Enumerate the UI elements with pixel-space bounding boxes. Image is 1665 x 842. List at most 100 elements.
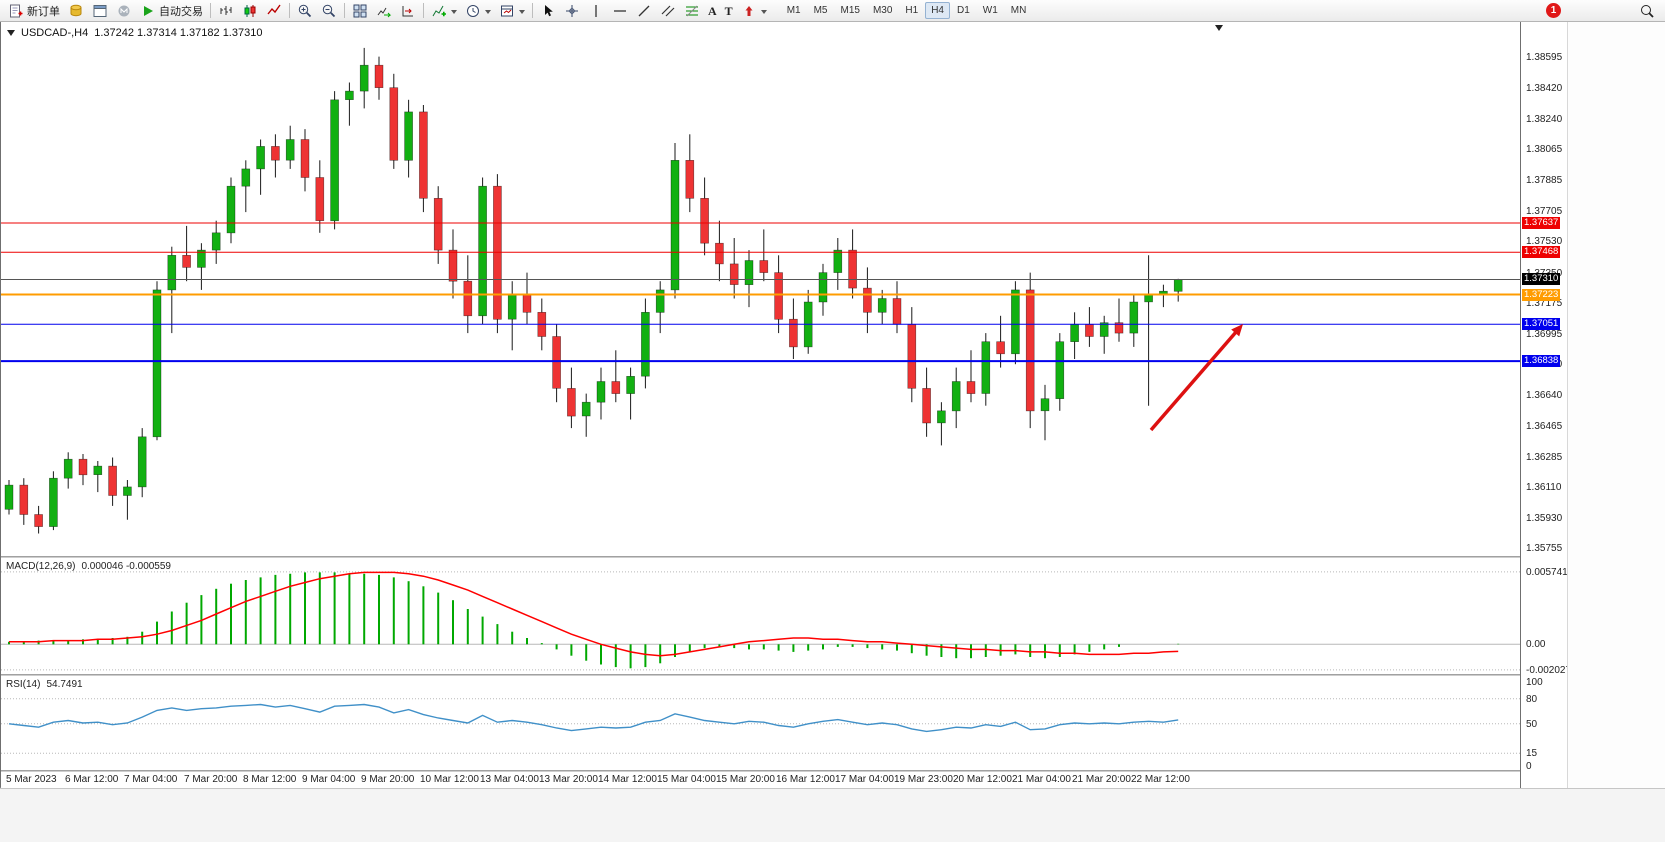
time-tick-label: 22 Mar 12:00 bbox=[1131, 774, 1190, 785]
price-tick-label: 1.36995 bbox=[1526, 329, 1563, 340]
zoom-out-button[interactable] bbox=[317, 1, 341, 20]
candle-body bbox=[848, 249, 857, 289]
price-line-badge: 1.37468 bbox=[1522, 246, 1561, 258]
candle-body bbox=[700, 198, 709, 244]
timeframe-H4-button[interactable]: H4 bbox=[925, 2, 950, 19]
time-tick-label: 7 Mar 04:00 bbox=[124, 774, 178, 785]
candle-body bbox=[123, 486, 132, 496]
zoom-in-icon bbox=[298, 4, 312, 17]
price-tick-label: 1.38595 bbox=[1526, 52, 1563, 63]
rsi-tick-label: 50 bbox=[1526, 719, 1538, 730]
toolbar-separator bbox=[423, 3, 424, 18]
time-axis[interactable]: 5 Mar 2023 6 Mar 12:00 7 Mar 04:00 7 Mar 20… bbox=[1, 772, 1520, 788]
candle-body bbox=[493, 185, 502, 320]
price-tick-label: 1.36640 bbox=[1526, 390, 1563, 401]
time-tick-label: 14 Mar 12:00 bbox=[598, 774, 657, 785]
panel-splitter[interactable] bbox=[1, 674, 1520, 676]
toolbar-separator bbox=[532, 3, 533, 18]
auto-scroll-icon bbox=[377, 7, 392, 17]
candle-body bbox=[759, 260, 769, 273]
tile-windows-button[interactable] bbox=[348, 1, 372, 20]
candle-body bbox=[833, 249, 843, 273]
timeframe-MN-button[interactable]: MN bbox=[1005, 2, 1033, 19]
chart-header: USDCAD-,H4 1.37242 1.37314 1.37182 1.373… bbox=[7, 27, 262, 39]
dropdown-caret-icon bbox=[485, 10, 491, 17]
cursor-tool-button[interactable] bbox=[536, 1, 560, 20]
candlestick-chart-button[interactable] bbox=[238, 1, 262, 20]
time-tick-label: 9 Mar 04:00 bbox=[302, 774, 356, 785]
candle-body bbox=[937, 410, 946, 424]
candle-body bbox=[907, 324, 917, 389]
candle-body bbox=[211, 232, 221, 251]
time-tick-label: 15 Mar 04:00 bbox=[657, 774, 716, 785]
chart-menu-marker-icon[interactable] bbox=[7, 30, 15, 36]
arrows-tool-button[interactable] bbox=[737, 1, 771, 20]
workspace-background bbox=[1567, 22, 1665, 788]
dropdown-caret-icon bbox=[519, 10, 525, 17]
zoom-in-button[interactable] bbox=[293, 1, 317, 20]
crosshair-tool-button[interactable] bbox=[560, 1, 584, 20]
text-tool-button[interactable]: A bbox=[704, 1, 721, 20]
candle-body bbox=[611, 381, 621, 394]
autotrading-button[interactable]: 自动交易 bbox=[136, 1, 207, 20]
vertical-line-tool-button[interactable] bbox=[584, 1, 608, 20]
candle-body bbox=[197, 249, 206, 268]
price-chart-canvas[interactable] bbox=[1, 22, 1520, 556]
timeframe-H1-button[interactable]: H1 bbox=[899, 2, 924, 19]
price-line-badge: 1.36838 bbox=[1522, 355, 1561, 367]
new-order-label: 新订单 bbox=[27, 5, 60, 18]
panel-splitter[interactable] bbox=[1, 770, 1520, 772]
price-axis[interactable]: 1.38595 1.38420 1.38240 1.38065 1.37885 1.377… bbox=[1520, 22, 1571, 788]
line-chart-button[interactable] bbox=[262, 1, 286, 20]
toolbar-separator bbox=[289, 3, 290, 18]
panel-splitter[interactable] bbox=[1, 556, 1520, 558]
new-order-icon bbox=[10, 4, 23, 17]
timeframe-M5-button[interactable]: M5 bbox=[808, 2, 834, 19]
new-order-button[interactable]: 新订单 bbox=[4, 1, 64, 20]
rsi-canvas[interactable] bbox=[1, 676, 1520, 770]
rsi-tick-label: 15 bbox=[1526, 748, 1538, 759]
timeframe-M15-button[interactable]: M15 bbox=[835, 2, 866, 19]
candle-body bbox=[271, 146, 280, 161]
chart-shift-marker-icon[interactable] bbox=[1215, 25, 1223, 31]
horizontal-line-tool-button[interactable] bbox=[608, 1, 632, 20]
price-tick-label: 1.38065 bbox=[1526, 144, 1563, 155]
time-tick-label: 8 Mar 12:00 bbox=[243, 774, 297, 785]
trendline-tool-button[interactable] bbox=[632, 1, 656, 20]
candle-body bbox=[996, 341, 1005, 355]
data-window-button[interactable] bbox=[88, 1, 112, 20]
templates-button[interactable] bbox=[495, 1, 529, 20]
label-tool-button[interactable]: T bbox=[721, 1, 737, 20]
macd-canvas[interactable] bbox=[1, 558, 1520, 674]
candle-body bbox=[1114, 322, 1124, 334]
candle-body bbox=[1085, 324, 1094, 337]
fibonacci-tool-button[interactable] bbox=[680, 1, 704, 20]
periods-button[interactable] bbox=[461, 1, 495, 20]
time-tick-label: 6 Mar 12:00 bbox=[65, 774, 119, 785]
search-button[interactable] bbox=[1635, 2, 1659, 21]
chart-shift-button[interactable] bbox=[396, 1, 420, 20]
timeframe-M1-button[interactable]: M1 bbox=[781, 2, 807, 19]
trend-arrow[interactable] bbox=[1149, 324, 1243, 432]
timeframe-D1-button[interactable]: D1 bbox=[951, 2, 976, 19]
timeframe-W1-button[interactable]: W1 bbox=[977, 2, 1004, 19]
price-tick-label: 1.37175 bbox=[1526, 298, 1563, 309]
candle-body bbox=[34, 514, 43, 527]
metaquotes-button[interactable] bbox=[112, 1, 136, 20]
time-tick-label: 20 Mar 12:00 bbox=[953, 774, 1012, 785]
candle-body bbox=[108, 465, 117, 496]
market-watch-button[interactable] bbox=[64, 1, 88, 20]
candle-body bbox=[315, 177, 325, 222]
bar-chart-button[interactable] bbox=[214, 1, 238, 20]
notification-badge[interactable]: 1 bbox=[1546, 3, 1561, 18]
timeframe-M30-button[interactable]: M30 bbox=[867, 2, 898, 19]
channel-tool-button[interactable] bbox=[656, 1, 680, 20]
candle-body bbox=[182, 255, 191, 268]
tile-windows-icon bbox=[353, 4, 367, 17]
rsi-tick-label: 100 bbox=[1526, 677, 1543, 688]
indicators-button[interactable] bbox=[427, 1, 461, 20]
candle-body bbox=[1040, 398, 1050, 412]
time-tick-label: 9 Mar 20:00 bbox=[361, 774, 415, 785]
autotrading-label: 自动交易 bbox=[159, 5, 203, 18]
auto-scroll-button[interactable] bbox=[372, 1, 396, 20]
